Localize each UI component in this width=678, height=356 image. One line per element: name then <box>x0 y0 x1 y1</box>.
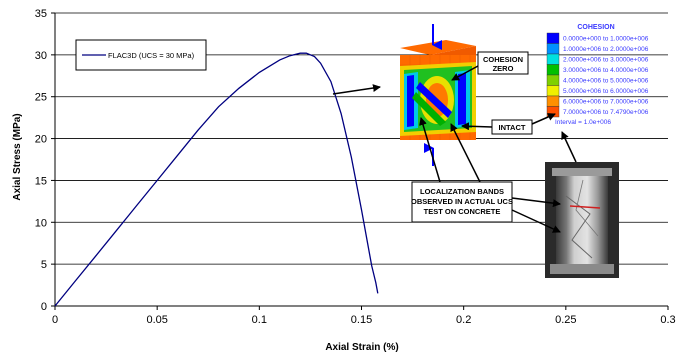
callout-localization-line3: TEST ON CONCRETE <box>424 207 501 216</box>
x-tick-label: 0.05 <box>146 314 167 326</box>
concrete-specimen-photo <box>545 162 619 278</box>
callout-localization: LOCALIZATION BANDS OBSERVED IN ACTUAL UC… <box>411 182 513 222</box>
x-tick-label: 0 <box>52 314 58 326</box>
callout-localization-line1: LOCALIZATION BANDS <box>420 187 504 196</box>
series-line <box>55 53 378 306</box>
colorbar-label: 5.0000e+006 to 6.0000e+006 <box>563 88 649 95</box>
colorbar-label: 7.0000e+006 to 7.4790e+006 <box>563 109 649 116</box>
y-tick-label: 10 <box>35 217 47 229</box>
colorbar-swatch <box>547 54 559 65</box>
y-tick-label: 25 <box>35 92 47 104</box>
model-band-blue-left <box>407 75 414 127</box>
arrow-photo-to-intact <box>562 132 576 162</box>
colorbar-label: 0.0000e+000 to 1.0000e+006 <box>563 36 649 43</box>
series-group <box>55 53 378 306</box>
colorbar-interval: Interval = 1.0e+006 <box>555 119 611 126</box>
colorbar-swatch <box>547 96 559 107</box>
y-tick-label: 35 <box>35 8 47 20</box>
x-tick-label: 0.15 <box>351 314 372 326</box>
callout-intact: INTACT <box>492 120 532 134</box>
colorbar-label: 4.0000e+006 to 5.0000e+006 <box>563 78 649 85</box>
x-tick-labels: 0 0.05 0.1 0.15 0.2 0.25 0.3 <box>52 306 676 326</box>
arrow-intact <box>462 126 492 127</box>
colorbar-label: 2.0000e+006 to 3.0000e+006 <box>563 57 649 64</box>
colorbar-swatch <box>547 44 559 55</box>
x-tick-label: 0.2 <box>456 314 471 326</box>
y-tick-label: 20 <box>35 134 47 146</box>
callout-cohesion-zero-line1: COHESION <box>483 55 523 64</box>
colorbar-swatch <box>547 65 559 76</box>
y-tick-label: 0 <box>41 301 47 313</box>
cohesion-colorbar: COHESION 0.0000e+000 to 1.0000e+006 1.000… <box>547 24 649 126</box>
y-tick-label: 30 <box>35 50 47 62</box>
model-band-blue-right <box>458 73 466 125</box>
x-tick-label: 0.1 <box>252 314 267 326</box>
callout-intact-label: INTACT <box>499 123 526 132</box>
x-axis-title: Axial Strain (%) <box>325 342 398 353</box>
y-tick-label: 15 <box>35 175 47 187</box>
y-tick-labels: 0 5 10 15 20 25 30 35 <box>35 8 55 313</box>
flac3d-model-image <box>400 24 476 166</box>
colorbar-swatch <box>547 33 559 44</box>
legend: FLAC3D (UCS = 30 MPa) <box>76 40 206 70</box>
colorbar-label: 1.0000e+006 to 2.0000e+006 <box>563 46 649 53</box>
colorbar-label: 6.0000e+006 to 7.0000e+006 <box>563 99 649 106</box>
y-tick-label: 5 <box>41 259 47 271</box>
x-tick-label: 0.25 <box>555 314 576 326</box>
colorbar-title: COHESION <box>577 24 614 31</box>
arrow-peak-to-model <box>333 87 380 94</box>
arrow-intact-colorbar <box>532 114 555 124</box>
y-axis-title: Axial Stress (MPa) <box>12 113 23 200</box>
legend-label: FLAC3D (UCS = 30 MPa) <box>108 51 195 60</box>
colorbar-label: 3.0000e+006 to 4.0000e+006 <box>563 67 649 74</box>
colorbar-swatch <box>547 86 559 97</box>
callout-cohesion-zero: COHESION ZERO <box>478 52 528 74</box>
callout-localization-line2: OBSERVED IN ACTUAL UCS <box>411 197 513 206</box>
x-tick-label: 0.3 <box>660 314 675 326</box>
callout-cohesion-zero-line2: ZERO <box>493 64 514 73</box>
colorbar-swatch <box>547 75 559 86</box>
